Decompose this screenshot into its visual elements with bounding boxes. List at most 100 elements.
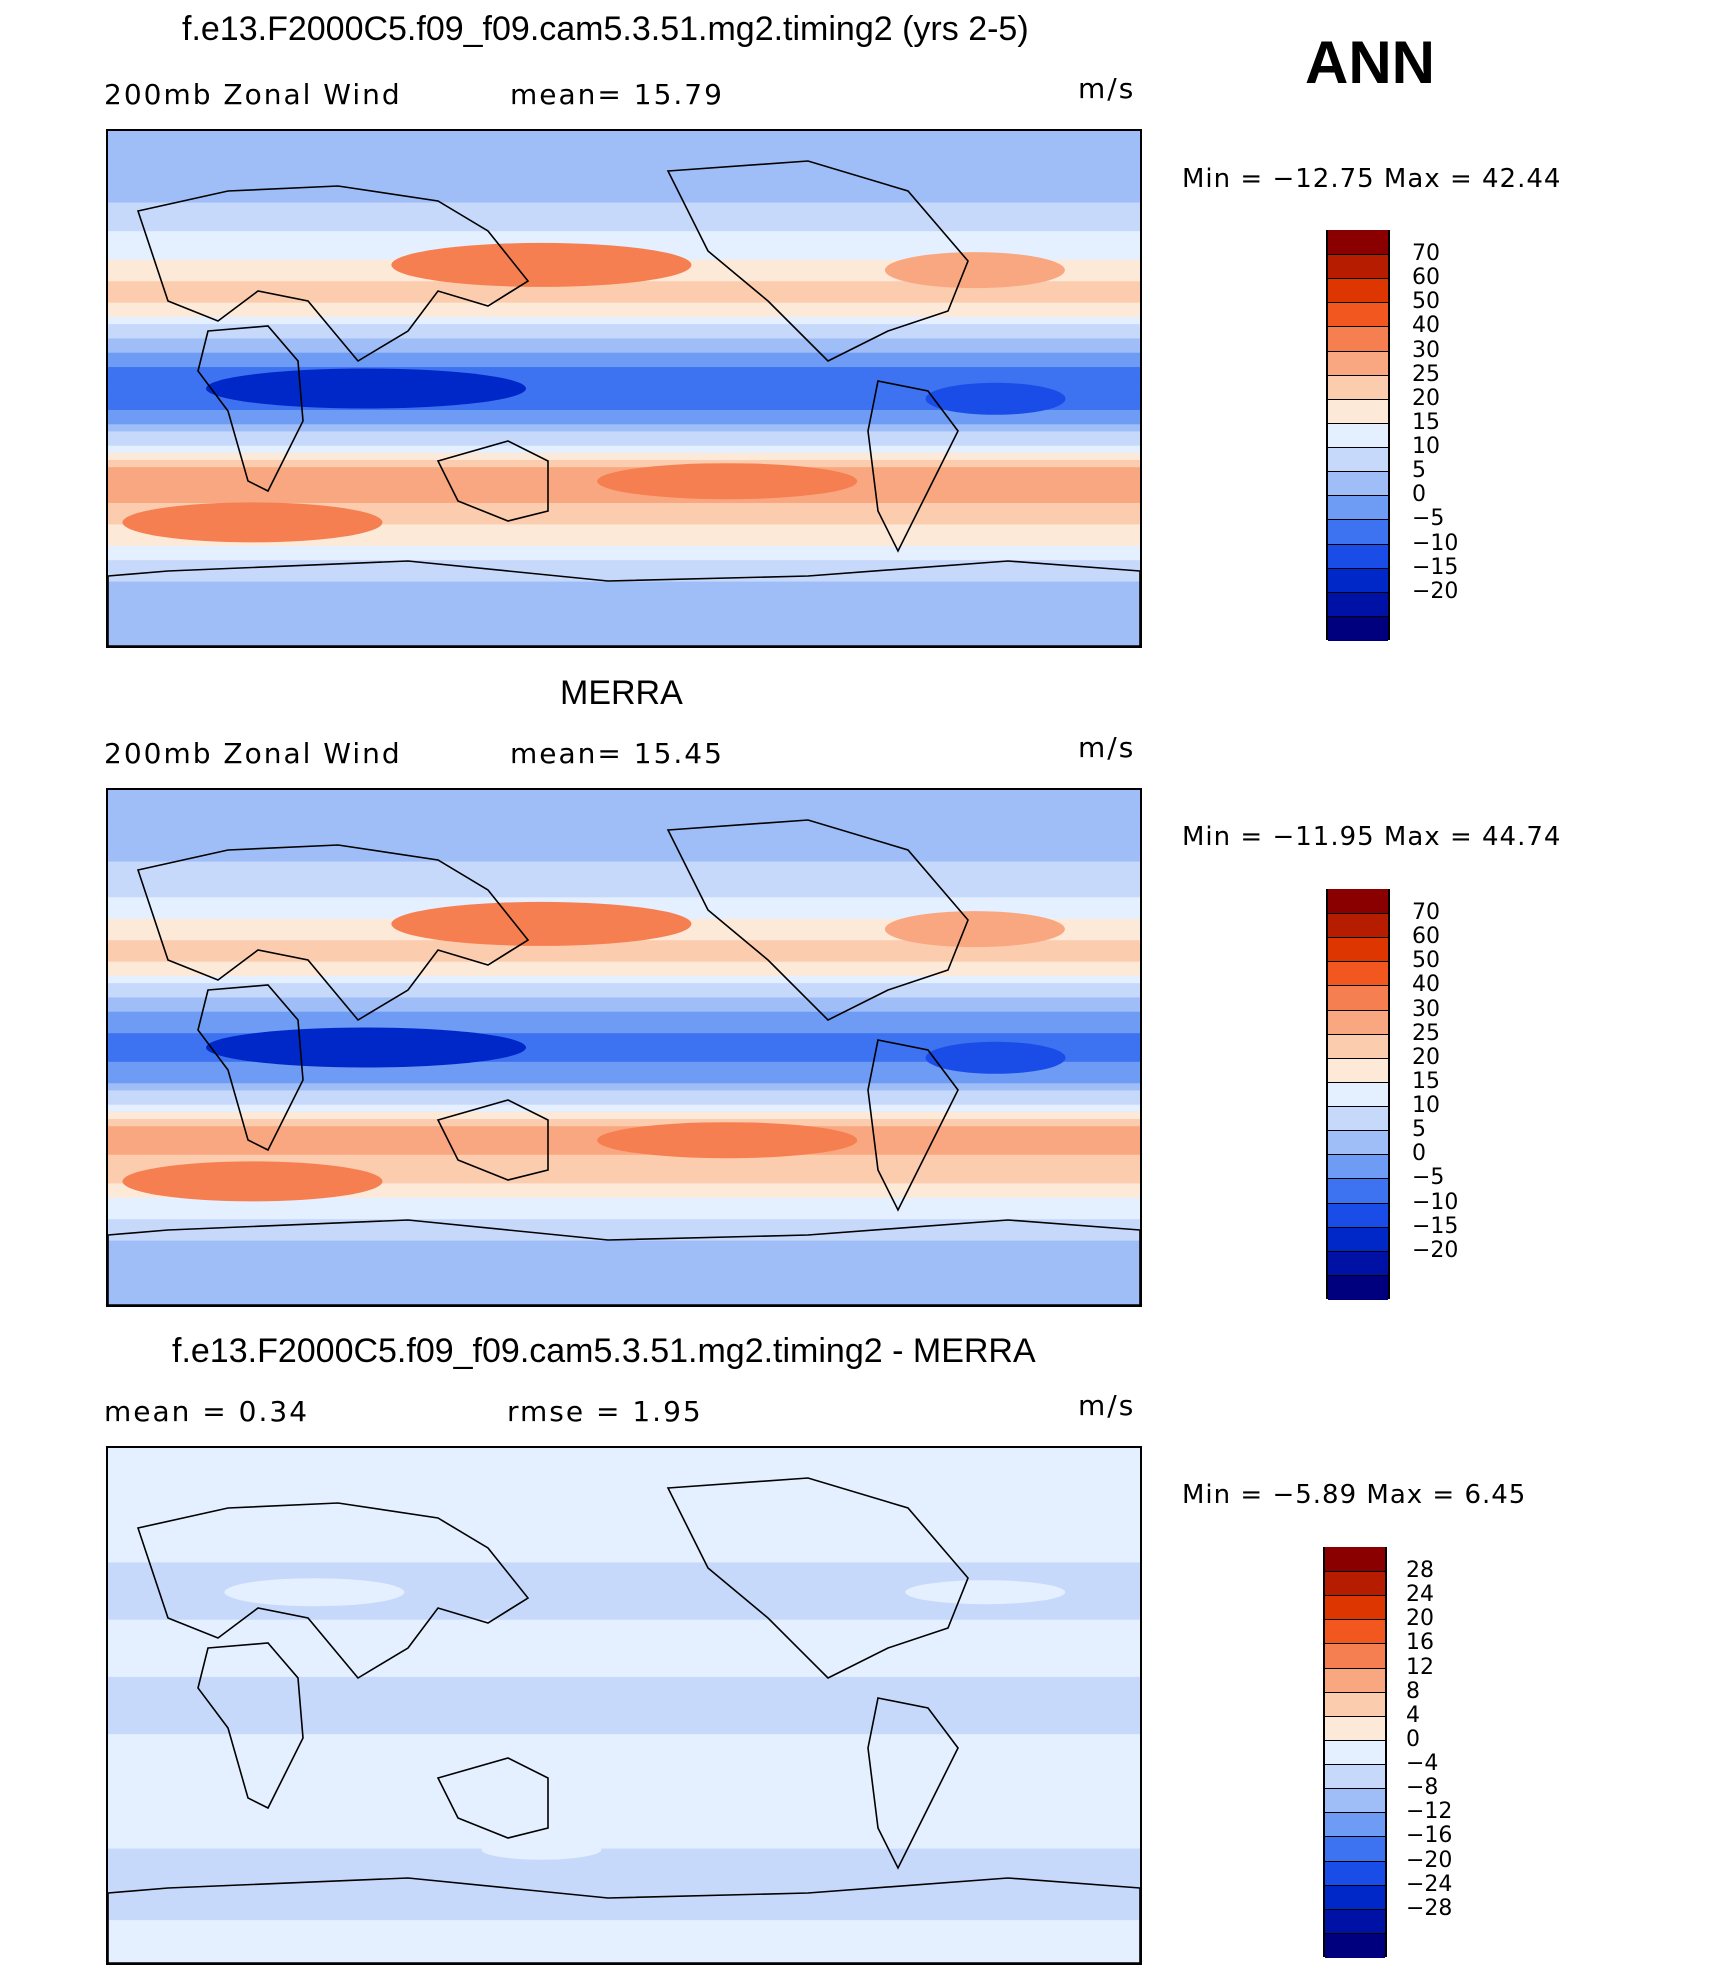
contour-band bbox=[108, 1927, 1140, 1935]
colorbar-tick-label: −20 bbox=[1412, 578, 1459, 604]
colorbar-swatch bbox=[1325, 1860, 1385, 1887]
contour-core bbox=[206, 368, 526, 409]
colorbar-swatch bbox=[1328, 374, 1388, 401]
contour-band bbox=[108, 517, 1140, 525]
contour-band bbox=[108, 1269, 1140, 1277]
colorbar-tick-label: 60 bbox=[1412, 924, 1440, 950]
contour-band bbox=[108, 438, 1140, 447]
contour-band bbox=[108, 1576, 1140, 1585]
contour-band bbox=[108, 1104, 1140, 1113]
panel-3-contour-field bbox=[108, 1448, 1140, 1963]
colorbar-swatch bbox=[1325, 1836, 1385, 1863]
contour-band bbox=[108, 152, 1140, 161]
panel-3-rmse-label: rmse = 1.95 bbox=[507, 1395, 703, 1428]
colorbar-tick-label: 10 bbox=[1412, 434, 1440, 460]
contour-core bbox=[597, 463, 858, 500]
contour-band bbox=[108, 1083, 1140, 1092]
colorbar-tick-label: 70 bbox=[1412, 900, 1440, 926]
season-label: ANN bbox=[1305, 29, 1435, 96]
contour-band bbox=[108, 1798, 1140, 1807]
contour-band bbox=[108, 1254, 1140, 1263]
contour-band bbox=[108, 1540, 1140, 1549]
contour-band bbox=[108, 1068, 1140, 1077]
contour-band bbox=[108, 538, 1140, 547]
coastline bbox=[108, 1877, 1140, 1963]
contour-band bbox=[108, 1548, 1140, 1556]
panel-2-colorbar bbox=[1326, 889, 1390, 1301]
contour-band bbox=[108, 1161, 1140, 1170]
panel-2-units: m/s bbox=[1078, 731, 1136, 764]
contour-band bbox=[108, 975, 1140, 984]
coastline bbox=[108, 560, 1140, 646]
contour-band bbox=[108, 1097, 1140, 1106]
contour-band bbox=[108, 847, 1140, 855]
contour-band bbox=[108, 1011, 1140, 1020]
contour-band bbox=[108, 1569, 1140, 1578]
colorbar-swatch bbox=[1328, 398, 1388, 425]
contour-band bbox=[108, 1870, 1140, 1878]
contour-band bbox=[108, 588, 1140, 597]
contour-band bbox=[108, 1598, 1140, 1606]
coastline bbox=[867, 1697, 959, 1870]
panel-1-units: m/s bbox=[1078, 72, 1136, 105]
contour-band bbox=[108, 1233, 1140, 1242]
colorbar-swatch bbox=[1325, 1643, 1385, 1670]
contour-band bbox=[108, 1955, 1140, 1963]
contour-band bbox=[108, 1490, 1140, 1499]
contour-band bbox=[108, 1748, 1140, 1757]
contour-band bbox=[108, 188, 1140, 196]
contour-band bbox=[108, 295, 1140, 304]
coastline bbox=[136, 844, 530, 1022]
colorbar-tick-label: 50 bbox=[1412, 289, 1440, 315]
contour-band bbox=[108, 1655, 1140, 1664]
contour-band bbox=[108, 1076, 1140, 1084]
colorbar-tick-label: −4 bbox=[1406, 1751, 1439, 1777]
contour-band bbox=[108, 1154, 1140, 1163]
contour-band bbox=[108, 1190, 1140, 1199]
panel-2-contour-field bbox=[108, 790, 1140, 1305]
contour-band bbox=[108, 1147, 1140, 1156]
colorbar-swatch bbox=[1328, 889, 1388, 914]
contour-band bbox=[108, 1297, 1140, 1305]
contour-band bbox=[108, 818, 1140, 827]
colorbar-swatch bbox=[1325, 1812, 1385, 1838]
contour-band bbox=[108, 452, 1140, 461]
contour-band bbox=[108, 595, 1140, 604]
panel-1-contour-field bbox=[108, 131, 1140, 646]
colorbar-tick-label: 4 bbox=[1406, 1702, 1420, 1728]
colorbar-tick-label: 40 bbox=[1412, 313, 1440, 339]
contour-band bbox=[108, 388, 1140, 397]
contour-band bbox=[108, 1276, 1140, 1285]
panel-2-map bbox=[106, 788, 1142, 1307]
contour-band bbox=[108, 202, 1140, 211]
coastline bbox=[666, 1477, 969, 1679]
colorbar-tick-label: 25 bbox=[1412, 361, 1440, 387]
colorbar-tick-label: 0 bbox=[1412, 482, 1426, 508]
contour-band bbox=[108, 1283, 1140, 1292]
contour-band bbox=[108, 1533, 1140, 1542]
contour-core bbox=[391, 242, 692, 287]
contour-band bbox=[108, 875, 1140, 884]
contour-band bbox=[108, 216, 1140, 225]
contour-band bbox=[108, 331, 1140, 340]
colorbar-swatch bbox=[1325, 1932, 1385, 1959]
contour-band bbox=[108, 316, 1140, 325]
contour-band bbox=[108, 560, 1140, 568]
contour-band bbox=[108, 324, 1140, 332]
contour-core bbox=[884, 911, 1065, 948]
colorbar-tick-label: −12 bbox=[1406, 1799, 1453, 1825]
contour-band bbox=[108, 288, 1140, 297]
contour-band bbox=[108, 1812, 1140, 1821]
contour-band bbox=[108, 1033, 1140, 1041]
panel-3-minmax: Min = −5.89 Max = 6.45 bbox=[1182, 1480, 1527, 1510]
contour-band bbox=[108, 897, 1140, 906]
contour-band bbox=[108, 882, 1140, 891]
contour-band bbox=[108, 1512, 1140, 1521]
contour-band bbox=[108, 1641, 1140, 1649]
coastline bbox=[666, 160, 969, 362]
contour-core bbox=[391, 901, 692, 946]
panel-1-colorbar bbox=[1326, 230, 1390, 642]
colorbar-swatch bbox=[1325, 1788, 1385, 1814]
colorbar-swatch bbox=[1328, 913, 1388, 939]
contour-band bbox=[108, 460, 1140, 468]
